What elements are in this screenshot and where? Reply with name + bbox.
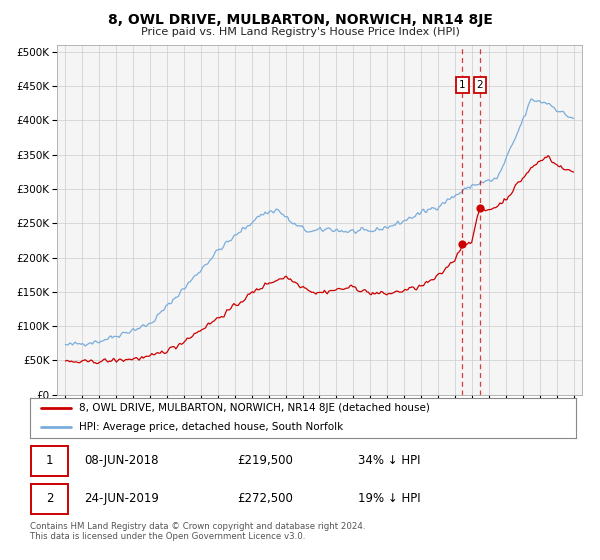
Text: 2: 2	[46, 492, 53, 506]
Text: Price paid vs. HM Land Registry's House Price Index (HPI): Price paid vs. HM Land Registry's House …	[140, 27, 460, 37]
FancyBboxPatch shape	[31, 484, 68, 514]
Text: 34% ↓ HPI: 34% ↓ HPI	[358, 454, 420, 468]
Text: HPI: Average price, detached house, South Norfolk: HPI: Average price, detached house, Sout…	[79, 422, 343, 432]
Text: £272,500: £272,500	[238, 492, 293, 506]
Text: 8, OWL DRIVE, MULBARTON, NORWICH, NR14 8JE (detached house): 8, OWL DRIVE, MULBARTON, NORWICH, NR14 8…	[79, 404, 430, 413]
Text: 24-JUN-2019: 24-JUN-2019	[85, 492, 160, 506]
Text: £219,500: £219,500	[238, 454, 293, 468]
Text: Contains HM Land Registry data © Crown copyright and database right 2024.: Contains HM Land Registry data © Crown c…	[30, 522, 365, 531]
FancyBboxPatch shape	[31, 446, 68, 476]
Text: 08-JUN-2018: 08-JUN-2018	[85, 454, 159, 468]
Text: This data is licensed under the Open Government Licence v3.0.: This data is licensed under the Open Gov…	[30, 532, 305, 541]
Point	[475, 203, 485, 212]
Point	[458, 240, 467, 249]
Text: 8, OWL DRIVE, MULBARTON, NORWICH, NR14 8JE: 8, OWL DRIVE, MULBARTON, NORWICH, NR14 8…	[107, 13, 493, 27]
Text: 1: 1	[459, 80, 466, 90]
Text: 1: 1	[46, 454, 53, 468]
Text: 2: 2	[477, 80, 484, 90]
Text: 19% ↓ HPI: 19% ↓ HPI	[358, 492, 420, 506]
